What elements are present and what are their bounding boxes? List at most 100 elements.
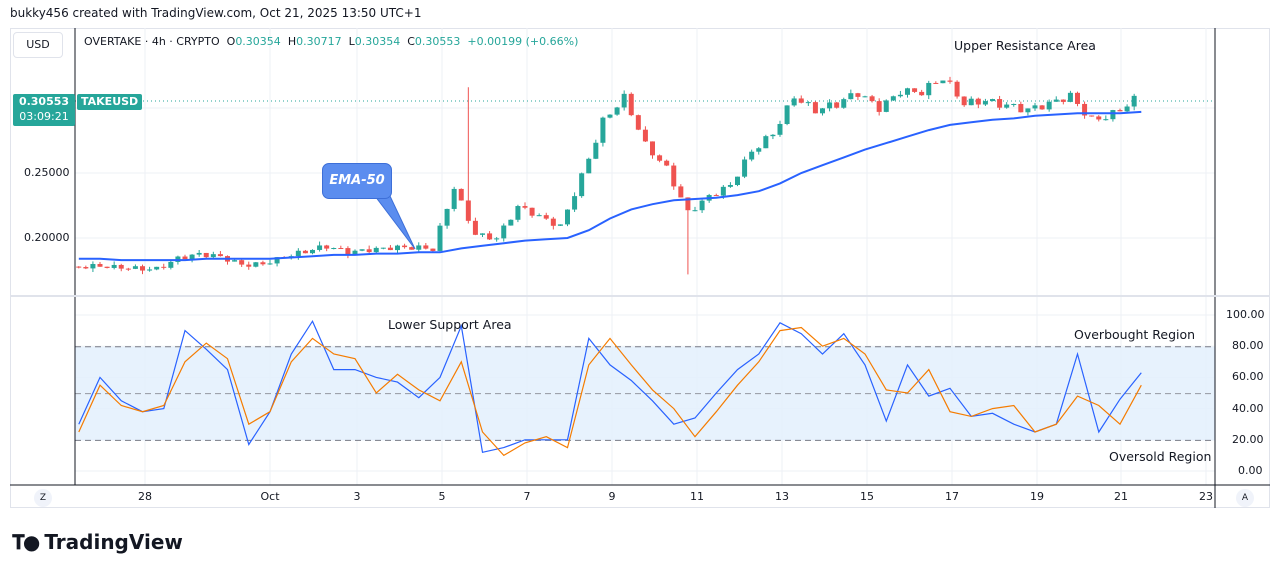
candle-body — [246, 264, 252, 267]
overbought-label: Overbought Region — [1074, 327, 1196, 342]
candle-body — [97, 264, 103, 267]
currency-button[interactable]: USD — [13, 32, 63, 58]
candle-body — [848, 93, 854, 100]
candle-body — [982, 101, 988, 105]
candle-body — [593, 142, 599, 159]
candle-body — [685, 197, 691, 211]
ohlc-legend: OVERTAKE · 4h · CRYPTO O0.30354 H0.30717… — [84, 35, 578, 48]
candle-body — [1018, 103, 1024, 113]
candle-body — [855, 93, 861, 97]
candle-body — [1053, 99, 1059, 102]
candle-body — [83, 267, 89, 269]
candle-body — [387, 247, 393, 251]
candles — [76, 76, 1137, 275]
candle-body — [1103, 119, 1109, 121]
candle-body — [642, 129, 648, 142]
candle-body — [550, 218, 556, 226]
price-axis-label: 0.25000 — [24, 166, 70, 179]
candle-body — [472, 220, 478, 235]
zoom-button[interactable]: Z — [34, 489, 52, 507]
time-axis-label: 9 — [608, 490, 616, 503]
candle-body — [579, 173, 585, 197]
candle-body — [210, 254, 216, 258]
candle-body — [713, 195, 719, 197]
candle-body — [359, 249, 365, 251]
ema50-callout: EMA-50 — [322, 163, 392, 199]
bar-countdown: 03:09:21 — [19, 110, 69, 123]
candle-body — [770, 134, 776, 137]
candle-body — [572, 196, 578, 210]
candle-body — [883, 100, 889, 112]
candle-body — [147, 269, 153, 271]
candle-body — [118, 264, 124, 269]
candle-body — [168, 261, 174, 268]
candle-body — [543, 215, 549, 219]
candle-body — [380, 247, 386, 249]
osc-axis-label: 80.00 — [1232, 339, 1264, 352]
candle-body — [756, 148, 762, 152]
candle-body — [784, 105, 790, 124]
candle-body — [402, 245, 408, 248]
candle-body — [791, 98, 797, 106]
time-axis-label: 21 — [1114, 490, 1128, 503]
change-value: +0.00199 (+0.66%) — [467, 35, 579, 48]
candle-body — [1131, 95, 1137, 107]
candle-body — [154, 266, 160, 270]
candle-body — [260, 262, 266, 265]
candle-body — [295, 250, 301, 257]
osc-axis-label: 100.00 — [1226, 308, 1265, 321]
candle-body — [423, 245, 429, 249]
candle-body — [926, 82, 932, 96]
candle-body — [161, 266, 167, 268]
candle-body — [735, 176, 740, 186]
candle-body — [111, 264, 117, 268]
candle-body — [968, 98, 974, 106]
candle-body — [331, 248, 337, 250]
close-value: 0.30553 — [414, 35, 461, 48]
time-axis-label: 3 — [353, 490, 361, 503]
candle-body — [664, 160, 670, 166]
tradingview-logo[interactable]: 𝐓● TradingView — [12, 530, 183, 554]
k-line — [78, 319, 1142, 454]
symbol-tag: TAKEUSD — [77, 94, 143, 110]
candle-body — [1124, 106, 1130, 112]
candle-body — [352, 250, 358, 255]
candle-body — [742, 159, 748, 177]
candle-body — [869, 96, 875, 102]
candle-body — [274, 257, 280, 264]
candle-body — [1075, 92, 1080, 104]
candle-body — [954, 81, 960, 97]
candle-body — [465, 200, 471, 221]
candle-body — [1096, 116, 1102, 120]
osc-axis-label: 0.00 — [1238, 464, 1263, 477]
candle-body — [501, 225, 507, 239]
candle-body — [189, 254, 195, 260]
candle-body — [628, 93, 634, 116]
candle-body — [607, 114, 613, 118]
price-axis-label: 0.20000 — [24, 231, 70, 244]
candle-body — [253, 262, 259, 267]
candle-body — [692, 210, 698, 212]
candle-body — [324, 245, 330, 249]
candle-body — [1110, 110, 1116, 120]
candle-body — [897, 94, 903, 97]
low-label: L — [348, 35, 355, 48]
candle-body — [522, 206, 528, 208]
candle-body — [763, 136, 769, 149]
candle-body — [699, 200, 705, 211]
osc-axis-label: 60.00 — [1232, 370, 1264, 383]
candle-body — [508, 219, 514, 226]
lower-support-label: Lower Support Area — [388, 317, 512, 332]
candle-body — [239, 260, 245, 265]
candle-body — [586, 158, 592, 174]
time-axis-label: 11 — [690, 490, 704, 503]
candle-body — [302, 250, 308, 254]
candle-body — [890, 96, 896, 101]
open-value: 0.30354 — [235, 35, 281, 48]
candle-body — [997, 99, 1003, 108]
candle-body — [536, 215, 542, 217]
auto-scale-button[interactable]: A — [1236, 489, 1254, 507]
candle-body — [961, 96, 967, 106]
candle-body — [451, 188, 457, 209]
